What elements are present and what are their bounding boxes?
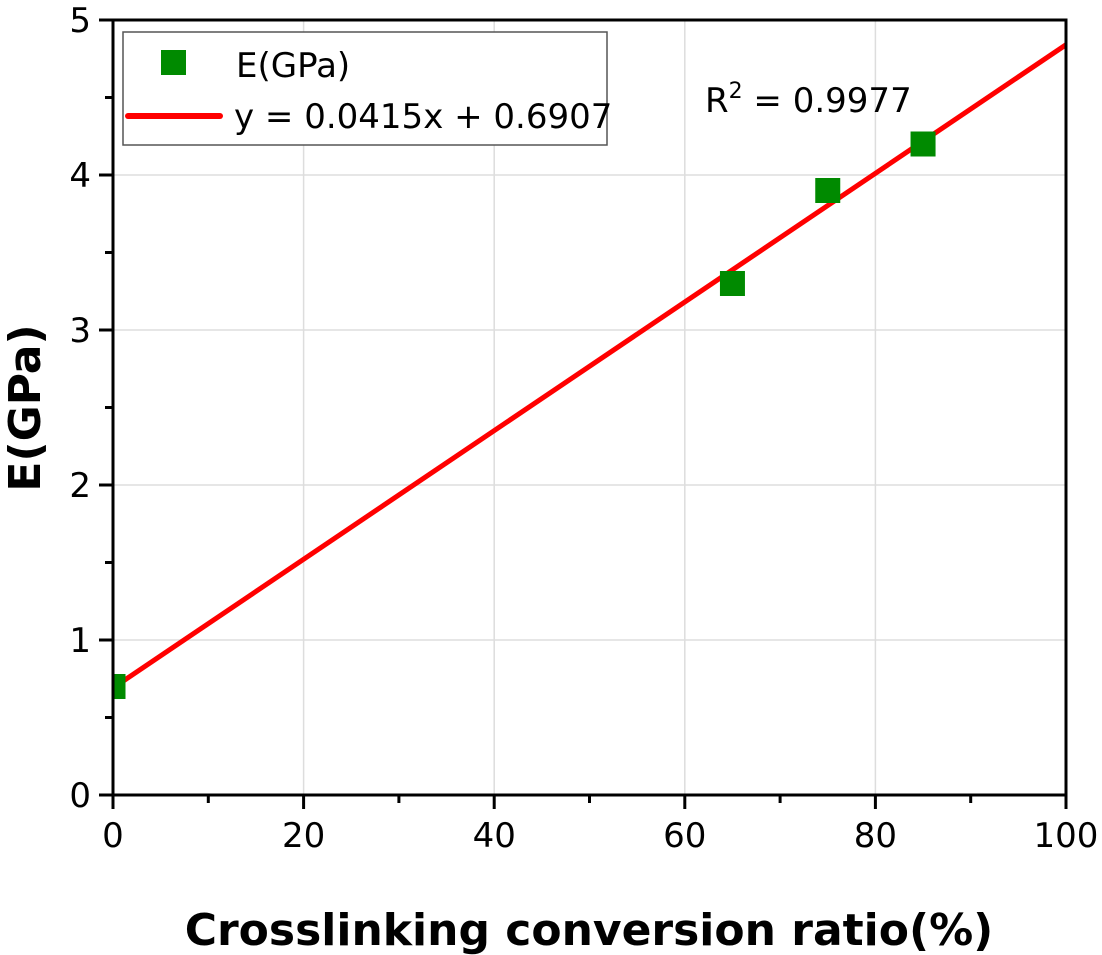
- y-tick-label: 4: [69, 156, 91, 196]
- x-tick-label: 80: [854, 816, 897, 856]
- data-point: [910, 131, 936, 157]
- x-axis-title: Crosslinking conversion ratio(%): [185, 905, 994, 955]
- y-tick-label: 3: [69, 311, 91, 351]
- plot-marks: [113, 42, 1066, 699]
- y-tick-label: 5: [69, 1, 91, 41]
- x-tick-label: 60: [663, 816, 706, 856]
- r-superscript: 2: [729, 79, 743, 104]
- legend-marker-scatter: [161, 50, 186, 75]
- y-axis-title: E(GPa): [0, 324, 51, 491]
- y-tick-label: 2: [69, 466, 91, 506]
- legend-box: [122, 31, 608, 146]
- plot-frame: [111, 18, 1068, 797]
- x-tick-label: 40: [473, 816, 516, 856]
- y-tick-label: 1: [69, 621, 91, 661]
- y-tick-label: 0: [69, 776, 91, 816]
- r-label: R: [705, 81, 729, 121]
- r-squared-annotation: R2 = 0.9977: [705, 79, 912, 121]
- data-point: [113, 674, 126, 699]
- data-point: [719, 271, 745, 296]
- data-point: [815, 178, 841, 203]
- x-tick-label: 100: [1034, 816, 1099, 856]
- tick-labels: 0 20 40 60 80 100 0 1 2 3 4 5: [69, 1, 1098, 856]
- legend-label-fit: y = 0.0415x + 0.6907: [234, 97, 612, 137]
- r-value: = 0.9977: [743, 81, 912, 121]
- legend-label-scatter: E(GPa): [236, 46, 350, 86]
- legend: E(GPa) y = 0.0415x + 0.6907: [122, 31, 612, 146]
- fit-line: [113, 42, 1066, 691]
- x-tick-label: 0: [102, 816, 124, 856]
- x-tick-label: 20: [282, 816, 325, 856]
